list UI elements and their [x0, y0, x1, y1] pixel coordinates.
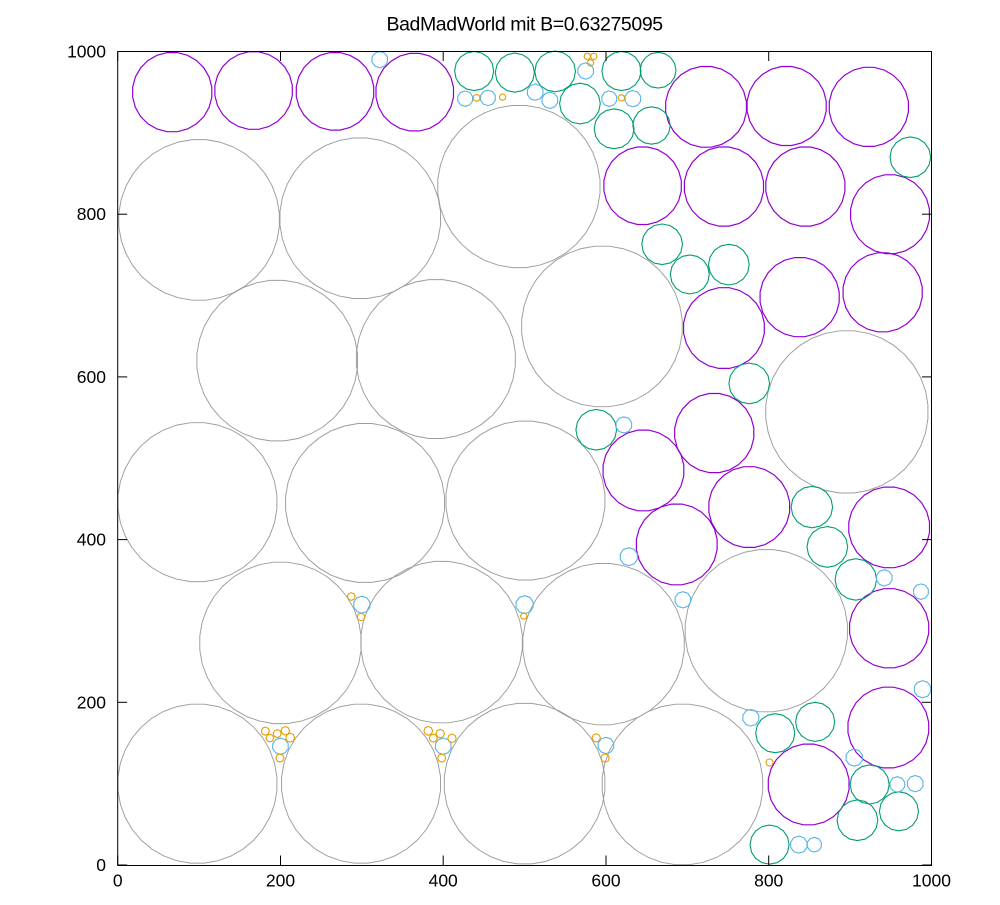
svg-text:1000: 1000: [67, 42, 106, 62]
svg-text:1000: 1000: [912, 871, 951, 891]
svg-text:800: 800: [754, 871, 783, 891]
svg-text:800: 800: [77, 204, 106, 224]
svg-text:0: 0: [96, 855, 106, 875]
svg-text:200: 200: [77, 692, 106, 712]
svg-text:0: 0: [113, 871, 123, 891]
svg-text:400: 400: [429, 871, 458, 891]
svg-text:600: 600: [591, 871, 620, 891]
svg-text:BadMadWorld mit B=0.63275095: BadMadWorld mit B=0.63275095: [386, 14, 663, 36]
svg-text:400: 400: [77, 530, 106, 550]
svg-text:600: 600: [77, 367, 106, 387]
svg-text:200: 200: [266, 871, 295, 891]
